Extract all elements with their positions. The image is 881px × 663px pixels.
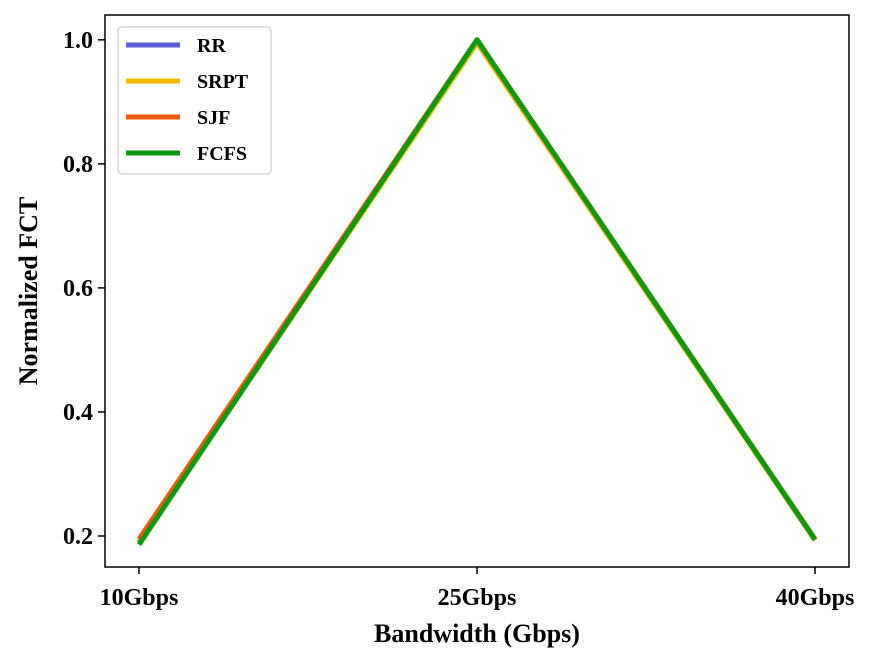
legend-label-fcfs: FCFS [197, 143, 247, 165]
x-tick-label: 25Gbps [438, 585, 517, 611]
ticks-group: 0.2 0.4 0.6 0.8 1.0 10Gbps 25Gbps 40Gbps [63, 28, 854, 611]
legend-label-srpt: SRPT [197, 71, 249, 93]
x-tick-label: 10Gbps [100, 585, 179, 611]
y-tick-label: 0.2 [63, 524, 93, 550]
plot-frame [104, 14, 850, 568]
legend-label-rr: RR [197, 35, 226, 57]
legend-box [117, 26, 272, 175]
y-tick-label: 0.4 [63, 400, 93, 426]
legend: RR SRPT SJF FCFS [117, 26, 272, 175]
legend-label-sjf: SJF [197, 107, 230, 129]
y-axis-label: Normalized FCT [14, 197, 43, 385]
x-tick-label: 40Gbps [776, 585, 855, 611]
y-tick-label: 0.8 [63, 152, 93, 178]
y-tick-label: 1.0 [63, 28, 93, 54]
series-line-fcfs [136, 37, 818, 547]
x-axis-label: Bandwidth (Gbps) [374, 619, 580, 648]
series-group [136, 37, 818, 547]
y-tick-label: 0.6 [63, 276, 93, 302]
